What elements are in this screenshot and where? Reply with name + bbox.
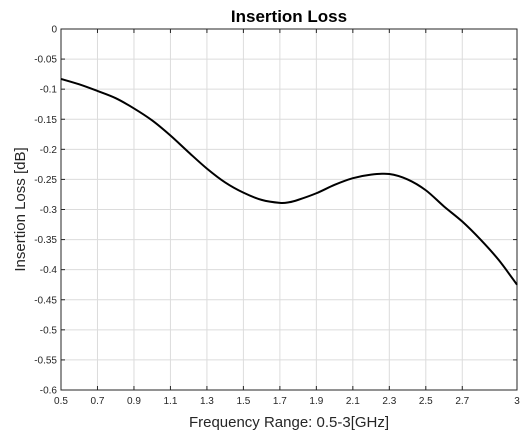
- chart-title: Insertion Loss: [231, 7, 347, 26]
- x-axis-label: Frequency Range: 0.5-3[GHz]: [189, 414, 389, 431]
- y-tick-label: -0.3: [40, 205, 58, 216]
- x-tick-label: 0.9: [127, 396, 141, 407]
- y-tick-label: -0.2: [40, 145, 58, 156]
- x-tick-label: 2.1: [346, 396, 360, 407]
- y-tick-label: -0.25: [34, 175, 57, 186]
- x-tick-label: 3: [514, 396, 520, 407]
- y-tick-label: -0.45: [34, 295, 57, 306]
- y-tick-label: -0.15: [34, 115, 57, 126]
- y-tick-label: 0: [51, 25, 57, 36]
- y-tick-label: -0.05: [34, 55, 57, 66]
- x-tick-label: 0.7: [91, 396, 105, 407]
- y-tick-label: -0.35: [34, 235, 57, 246]
- y-axis-label: Insertion Loss [dB]: [12, 147, 29, 271]
- x-tick-label: 1.7: [273, 396, 287, 407]
- x-tick-label: 2.5: [419, 396, 433, 407]
- x-tick-label: 2.3: [382, 396, 396, 407]
- x-tick-label: 0.5: [54, 396, 68, 407]
- y-tick-label: -0.4: [40, 265, 58, 276]
- y-tick-label: -0.6: [40, 386, 58, 397]
- x-tick-label: 1.5: [236, 396, 250, 407]
- x-tick-label: 1.1: [163, 396, 177, 407]
- y-tick-label: -0.1: [40, 85, 58, 96]
- y-tick-label: -0.5: [40, 325, 58, 336]
- axis-ticks: 0.5 0.7 0.9 1.1 1.3 1.5 1.7 1.9 2.1 2.3 2.5 2.7 3 0 -0…: [34, 25, 520, 408]
- series-line: [60, 77, 518, 286]
- x-tick-label: 2.7: [455, 396, 469, 407]
- x-tick-label: 1.3: [200, 396, 214, 407]
- series-layer: [60, 77, 518, 286]
- y-tick-label: -0.55: [34, 355, 57, 366]
- x-tick-label: 1.9: [309, 396, 323, 407]
